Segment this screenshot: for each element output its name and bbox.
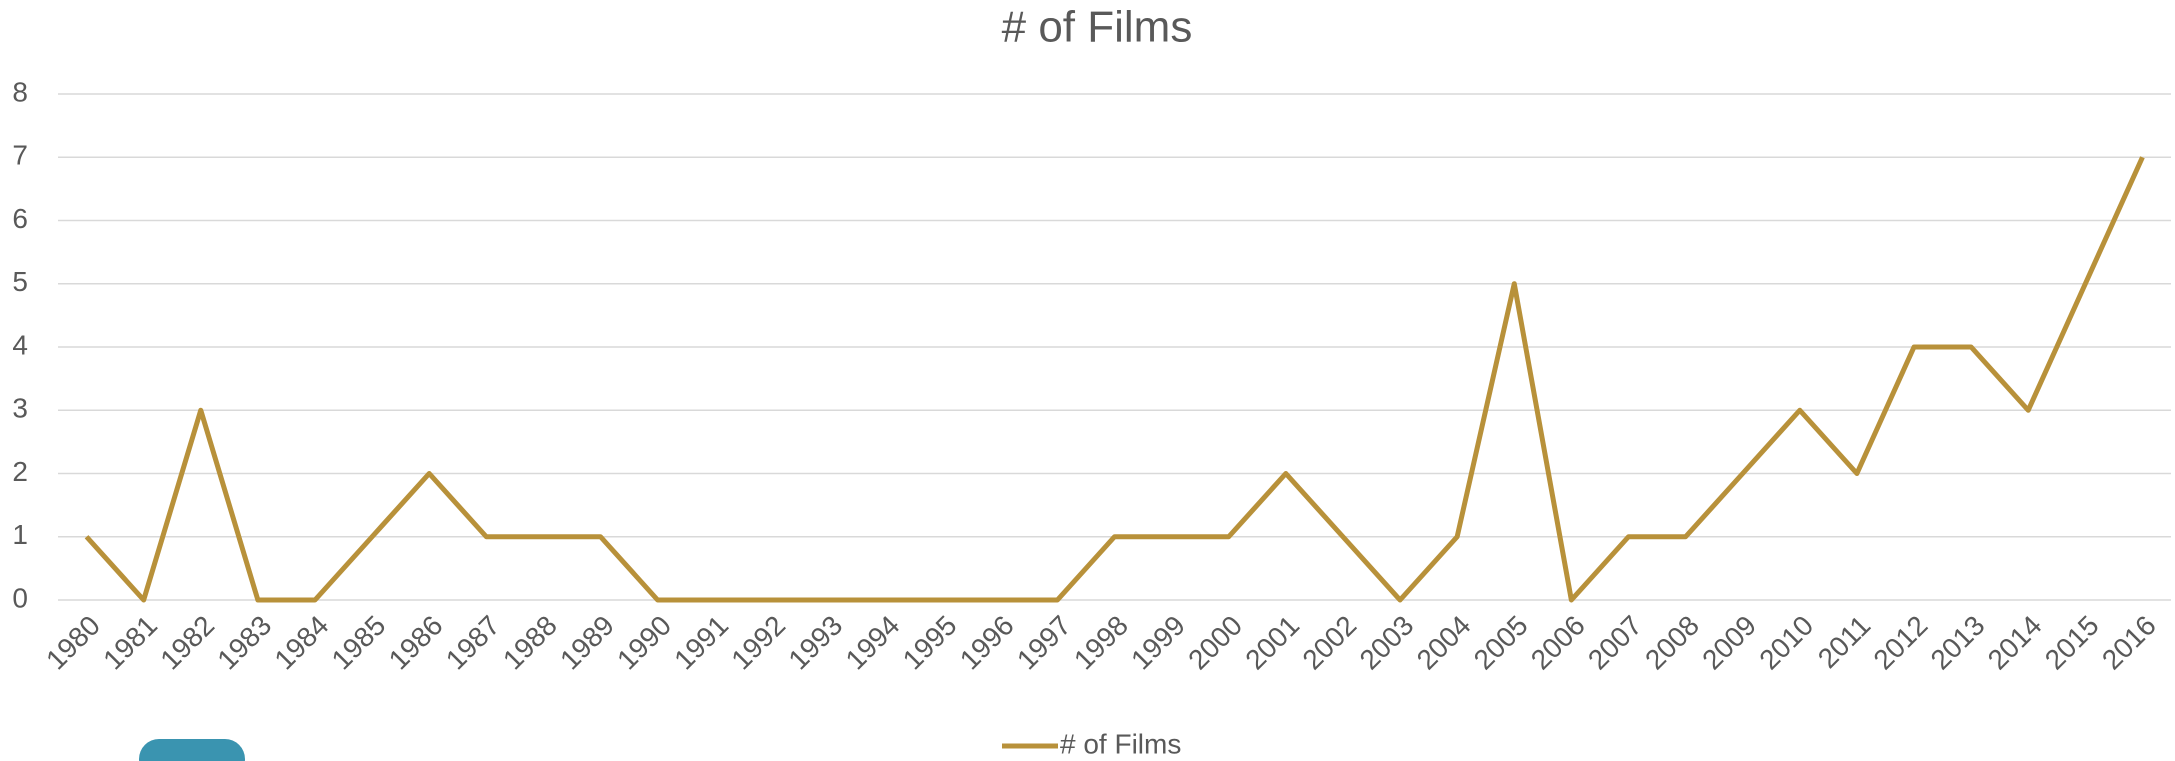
x-tick-label: 1995	[897, 610, 963, 676]
y-tick-label: 2	[12, 456, 28, 487]
x-tick-label: 2008	[1639, 610, 1705, 676]
x-tick-label: 2006	[1525, 610, 1591, 676]
x-tick-label: 1987	[440, 610, 506, 676]
x-tick-label: 1996	[954, 610, 1020, 676]
x-tick-label: 2009	[1696, 610, 1762, 676]
x-tick-label: 2007	[1582, 610, 1648, 676]
x-tick-label: 1989	[554, 610, 620, 676]
x-tick-label: 1992	[725, 610, 791, 676]
y-tick-label: 7	[12, 140, 28, 171]
x-tick-label: 2010	[1753, 610, 1819, 676]
x-tick-label: 2002	[1296, 610, 1362, 676]
x-tick-label: 1991	[668, 610, 734, 676]
x-tick-label: 2005	[1468, 610, 1534, 676]
x-tick-label: 2015	[2039, 610, 2105, 676]
y-tick-label: 3	[12, 393, 28, 424]
x-tick-label: 2016	[2096, 610, 2162, 676]
x-tick-label: 1994	[840, 610, 906, 676]
data-line	[84, 156, 2145, 603]
x-tick-label: 2014	[1982, 610, 2048, 676]
y-tick-label: 4	[12, 329, 28, 360]
legend-label: # of Films	[1060, 728, 1181, 759]
x-tick-label: 1990	[611, 610, 677, 676]
x-tick-label: 1993	[782, 610, 848, 676]
x-tick-label: 1986	[383, 610, 449, 676]
chart-title: # of Films	[1002, 3, 1193, 52]
x-tick-label: 2004	[1411, 610, 1477, 676]
x-tick-label: 1997	[1011, 610, 1077, 676]
decoration-blob	[139, 739, 245, 761]
x-tick-label: 1981	[97, 610, 163, 676]
x-tick-label: 1985	[326, 610, 392, 676]
y-tick-label: 5	[12, 266, 28, 297]
x-tick-label: 2011	[1812, 610, 1877, 675]
x-tick-label: 2003	[1354, 610, 1420, 676]
x-tick-label: 1980	[40, 610, 106, 676]
x-tick-label: 2013	[1925, 610, 1991, 676]
x-tick-label: 1984	[268, 610, 334, 676]
x-tick-label: 2012	[1868, 610, 1934, 676]
x-tick-label: 1988	[497, 610, 563, 676]
x-tick-label: 1998	[1068, 610, 1134, 676]
x-tick-label: 2001	[1239, 610, 1305, 676]
y-tick-label: 0	[12, 582, 28, 613]
x-tick-label: 1999	[1125, 610, 1191, 676]
x-tick-label: 1982	[154, 610, 220, 676]
x-tick-label: 2000	[1182, 610, 1248, 676]
y-tick-label: 1	[12, 519, 28, 550]
y-tick-label: 8	[12, 76, 28, 107]
y-tick-label: 6	[12, 203, 28, 234]
x-tick-label: 1983	[211, 610, 277, 676]
